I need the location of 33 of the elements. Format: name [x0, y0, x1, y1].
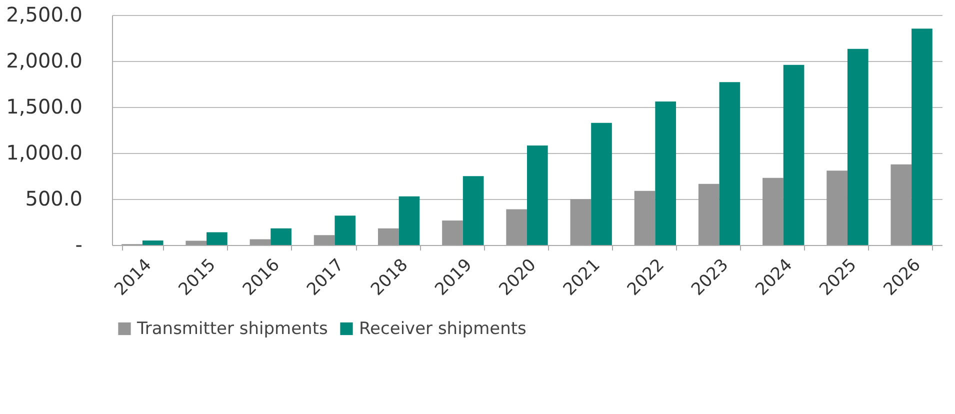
y-tick-label: 500.0 — [25, 186, 82, 210]
bar — [378, 228, 399, 245]
bar — [186, 240, 207, 245]
bar — [570, 199, 592, 245]
bar — [527, 146, 548, 245]
bar — [506, 209, 527, 245]
y-tick-label: 1,500.0 — [6, 94, 82, 118]
bar — [462, 176, 484, 245]
bar — [698, 184, 720, 245]
bar — [250, 239, 271, 245]
y-tick-label: 2,500.0 — [6, 2, 82, 26]
bar — [206, 232, 228, 245]
bar — [634, 190, 656, 245]
legend-label: Receiver shipments — [359, 318, 527, 339]
bar — [890, 164, 912, 245]
bar — [847, 48, 868, 245]
bar — [398, 196, 420, 245]
y-tick-label: 2,000.0 — [6, 48, 82, 72]
bar — [719, 82, 740, 245]
legend-label: Transmitter shipments — [136, 318, 328, 339]
bar — [142, 240, 164, 245]
bar — [591, 122, 612, 245]
bar — [270, 228, 292, 245]
bar — [655, 101, 676, 245]
y-tick-label: - — [75, 232, 82, 256]
y-tick-label: 1,000.0 — [6, 140, 82, 164]
bar — [826, 170, 848, 245]
bar — [783, 64, 804, 245]
bar — [334, 216, 356, 245]
bar — [442, 220, 463, 245]
bar — [762, 178, 784, 245]
bar — [314, 235, 335, 245]
bar — [912, 28, 932, 245]
